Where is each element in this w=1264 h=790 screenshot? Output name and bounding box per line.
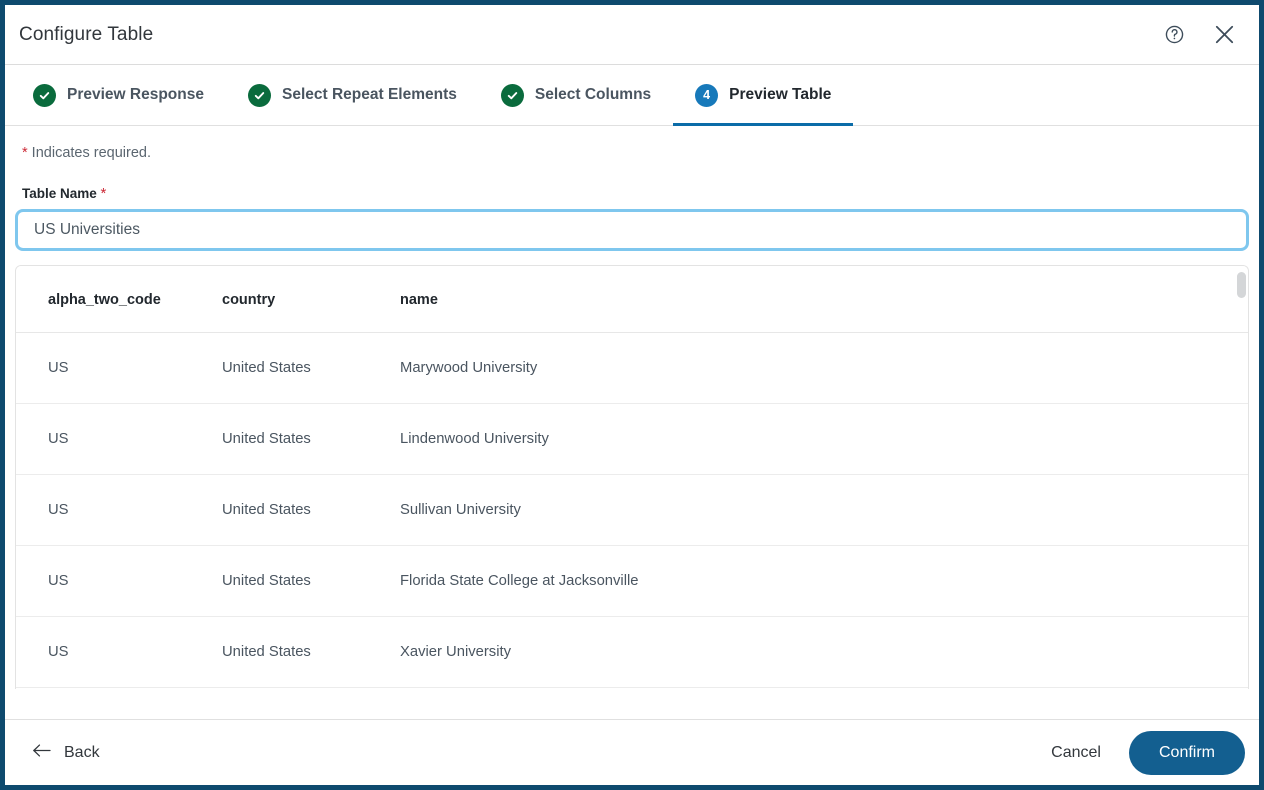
page-title: Configure Table bbox=[19, 23, 154, 45]
tab-label: Select Repeat Elements bbox=[281, 86, 457, 103]
close-icon[interactable] bbox=[1209, 20, 1239, 50]
preview-table: alpha_two_code country name US United St… bbox=[16, 266, 1248, 688]
back-button[interactable]: Back bbox=[27, 736, 104, 770]
table-row: US United States Lindenwood University bbox=[16, 403, 1248, 475]
required-asterisk: * bbox=[100, 185, 107, 202]
check-circle-icon bbox=[500, 83, 524, 107]
cell-country: United States bbox=[222, 332, 400, 404]
cell-name: Florida State College at Jacksonville bbox=[400, 545, 1248, 617]
cell-alpha-two-code: US bbox=[16, 545, 222, 617]
step-number: 4 bbox=[703, 87, 711, 102]
cell-name: Marywood University bbox=[400, 332, 1248, 404]
column-header-country[interactable]: country bbox=[222, 266, 400, 333]
header-actions bbox=[1159, 20, 1239, 50]
cell-alpha-two-code: US bbox=[16, 403, 222, 475]
table-name-label: Table Name * bbox=[15, 161, 1249, 209]
cell-name: Xavier University bbox=[400, 616, 1248, 688]
check-circle-icon bbox=[33, 83, 56, 107]
required-note-text: Indicates required. bbox=[27, 145, 151, 161]
cell-name: Lindenwood University bbox=[400, 403, 1248, 475]
tab-label: Select Columns bbox=[534, 86, 652, 103]
tab-label: Preview Table bbox=[729, 86, 832, 103]
confirm-button[interactable]: Confirm bbox=[1128, 730, 1245, 775]
step-number-badge: 4 bbox=[695, 83, 719, 107]
tab-preview-table[interactable]: 4 Preview Table bbox=[673, 65, 854, 126]
table-row: US United States Florida State College a… bbox=[16, 545, 1248, 617]
cell-name: Sullivan University bbox=[400, 474, 1248, 546]
table-body: US United States Marywood University US … bbox=[16, 332, 1248, 688]
table-name-input[interactable] bbox=[15, 209, 1249, 251]
table-row: US United States Xavier University bbox=[16, 616, 1248, 688]
cell-country: United States bbox=[222, 616, 400, 688]
tab-preview-response[interactable]: Preview Response bbox=[27, 65, 226, 126]
cell-alpha-two-code: US bbox=[16, 332, 222, 404]
table-header-row: alpha_two_code country name bbox=[16, 266, 1248, 333]
dialog-body: * Indicates required. Table Name * alpha… bbox=[5, 126, 1259, 719]
dialog-footer: Back Cancel Confirm bbox=[5, 719, 1259, 785]
cell-country: United States bbox=[222, 474, 400, 546]
step-tabs: Preview Response Select Repeat Elements … bbox=[5, 65, 1259, 126]
dialog-header: Configure Table bbox=[5, 5, 1259, 65]
table-row: US United States Marywood University bbox=[16, 332, 1248, 404]
back-button-label: Back bbox=[64, 743, 100, 761]
tab-label: Preview Response bbox=[67, 86, 204, 103]
required-note: * Indicates required. bbox=[15, 126, 1249, 161]
table-scrollbar[interactable] bbox=[1237, 266, 1246, 689]
check-circle-icon bbox=[247, 83, 271, 107]
help-circle-icon[interactable] bbox=[1159, 20, 1189, 50]
required-asterisk: * bbox=[22, 145, 28, 161]
cell-alpha-two-code: US bbox=[16, 616, 222, 688]
cancel-button[interactable]: Cancel bbox=[1033, 734, 1119, 772]
tab-select-columns[interactable]: Select Columns bbox=[479, 65, 673, 126]
tab-select-repeat-elements[interactable]: Select Repeat Elements bbox=[226, 65, 479, 126]
table-scrollbar-thumb[interactable] bbox=[1237, 272, 1246, 298]
cell-country: United States bbox=[222, 403, 400, 475]
table-head: alpha_two_code country name bbox=[16, 266, 1248, 333]
cell-country: United States bbox=[222, 545, 400, 617]
preview-table-container: alpha_two_code country name US United St… bbox=[15, 265, 1249, 689]
column-header-alpha-two-code[interactable]: alpha_two_code bbox=[16, 266, 222, 333]
cell-alpha-two-code: US bbox=[16, 474, 222, 546]
table-name-label-text: Table Name bbox=[22, 186, 97, 201]
table-row: US United States Sullivan University bbox=[16, 474, 1248, 546]
arrow-left-icon bbox=[31, 742, 52, 764]
column-header-name[interactable]: name bbox=[400, 266, 1248, 333]
